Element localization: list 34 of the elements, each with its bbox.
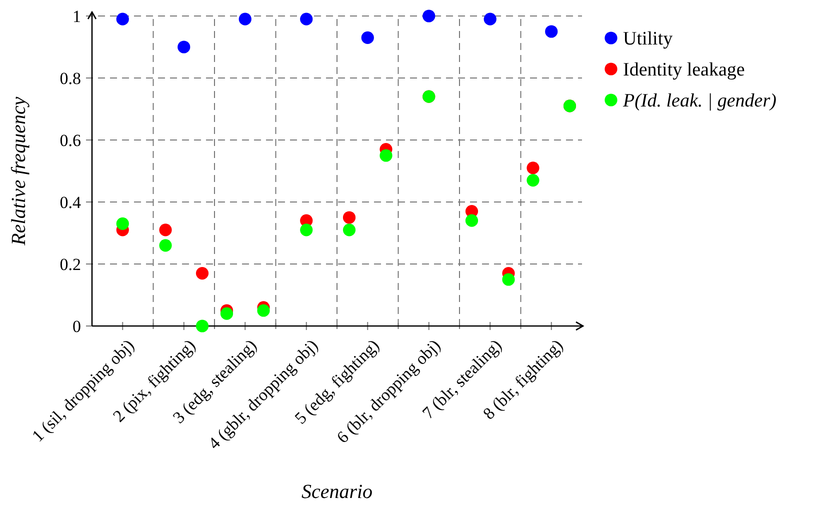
point <box>526 162 540 174</box>
point <box>220 307 234 320</box>
y-tick-label: 0.8 <box>60 68 81 88</box>
y-tick-label: 0.2 <box>60 254 81 274</box>
point <box>465 214 478 227</box>
point <box>196 320 209 332</box>
point <box>116 217 129 230</box>
y-tick-label: 0.4 <box>60 192 82 212</box>
point <box>361 31 374 44</box>
legend-label: P(Id. leak. | gender) <box>622 90 776 112</box>
point <box>159 239 172 252</box>
point <box>484 12 496 26</box>
y-axis-title: Relative frequency <box>8 96 30 246</box>
y-tick-label: 0.6 <box>60 130 81 150</box>
point <box>196 267 209 280</box>
point <box>238 12 252 26</box>
y-tick-label: 0 <box>72 316 81 336</box>
x-axis-title: Scenario <box>301 481 373 503</box>
point <box>342 211 356 224</box>
point <box>300 12 313 26</box>
point <box>178 40 190 54</box>
point <box>342 224 356 236</box>
point <box>545 25 558 38</box>
legend-label: Identity leakage <box>623 60 745 81</box>
point <box>422 10 436 22</box>
point <box>116 12 129 26</box>
y-tick-label: 1 <box>72 6 81 26</box>
point <box>159 224 172 236</box>
legend-label: Utility <box>623 28 674 50</box>
point <box>257 304 270 317</box>
point <box>300 224 313 236</box>
point <box>380 149 392 162</box>
point <box>526 174 540 187</box>
point <box>502 273 515 286</box>
